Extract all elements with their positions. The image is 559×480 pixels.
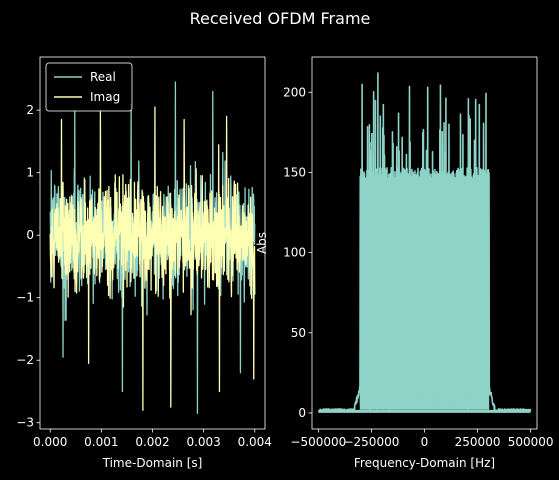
frequency-domain-plot-area — [317, 72, 532, 413]
time-domain-ytick-label: −1 — [16, 291, 34, 305]
time-domain-frame — [39, 56, 266, 430]
legend-label-imag: Imag — [90, 90, 120, 104]
time-domain-xlabel: Time-Domain [s] — [102, 456, 203, 470]
legend-box — [45, 62, 133, 112]
frequency-domain-axes: −500000−250000 0 250000 500000050100150200 … — [255, 56, 554, 470]
time-domain-plot-area — [49, 81, 256, 415]
legend-label-real: Real — [90, 70, 116, 84]
legend: Real Imag — [45, 62, 133, 112]
time-domain-xtick-label: 0.001 — [84, 435, 118, 449]
time-domain-xtick-label: 0.004 — [238, 435, 272, 449]
frequency-domain-ylabel: Abs — [255, 232, 269, 254]
time-domain-ytick-label: 0 — [26, 228, 34, 242]
series-imag-line — [49, 106, 256, 411]
time-domain-xtick-label: 0.003 — [186, 435, 220, 449]
time-domain-axes: 0.000 0.001 0.002 0.003 0.004 −3 −2 −1 0 1 2 Time-… — [16, 56, 272, 470]
frequency-domain-xtick-label: −500000 — [290, 435, 346, 449]
time-domain-ytick-label: −3 — [16, 416, 34, 430]
time-domain-ytick-label: 1 — [26, 166, 34, 180]
frequency-domain-ytick-label: 0 — [298, 406, 306, 420]
time-domain-ytick-label: 2 — [26, 103, 34, 117]
figure-title: Received OFDM Frame — [190, 9, 371, 28]
frequency-domain-ticks: −500000−250000 0 250000 500000 0 50 100 150 200 — [283, 85, 553, 449]
frequency-domain-xlabel: Frequency-Domain [Hz] — [354, 456, 495, 470]
frequency-domain-ytick-label: 100 — [283, 246, 306, 260]
time-domain-ticks: 0.000 0.001 0.002 0.003 0.004 −3 −2 −1 0 1 2 — [16, 103, 272, 449]
frequency-domain-xtick-label: 500000 — [508, 435, 554, 449]
time-domain-xtick-label: 0.000 — [33, 435, 67, 449]
frequency-domain-xtick-label: 250000 — [455, 435, 501, 449]
frequency-domain-ytick-label: 200 — [283, 85, 306, 99]
frequency-domain-ytick-label: 150 — [283, 165, 306, 179]
frequency-domain-frame — [311, 56, 538, 430]
frequency-domain-xtick-label: −250000 — [343, 435, 399, 449]
frequency-domain-ytick-label: 50 — [291, 326, 306, 340]
frequency-domain-xtick-label: 0 — [421, 435, 429, 449]
time-domain-ytick-label: −2 — [16, 353, 34, 367]
time-domain-xtick-label: 0.002 — [135, 435, 169, 449]
